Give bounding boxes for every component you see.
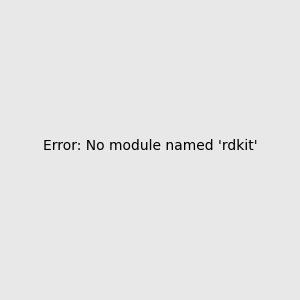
Text: Error: No module named 'rdkit': Error: No module named 'rdkit': [43, 139, 257, 153]
